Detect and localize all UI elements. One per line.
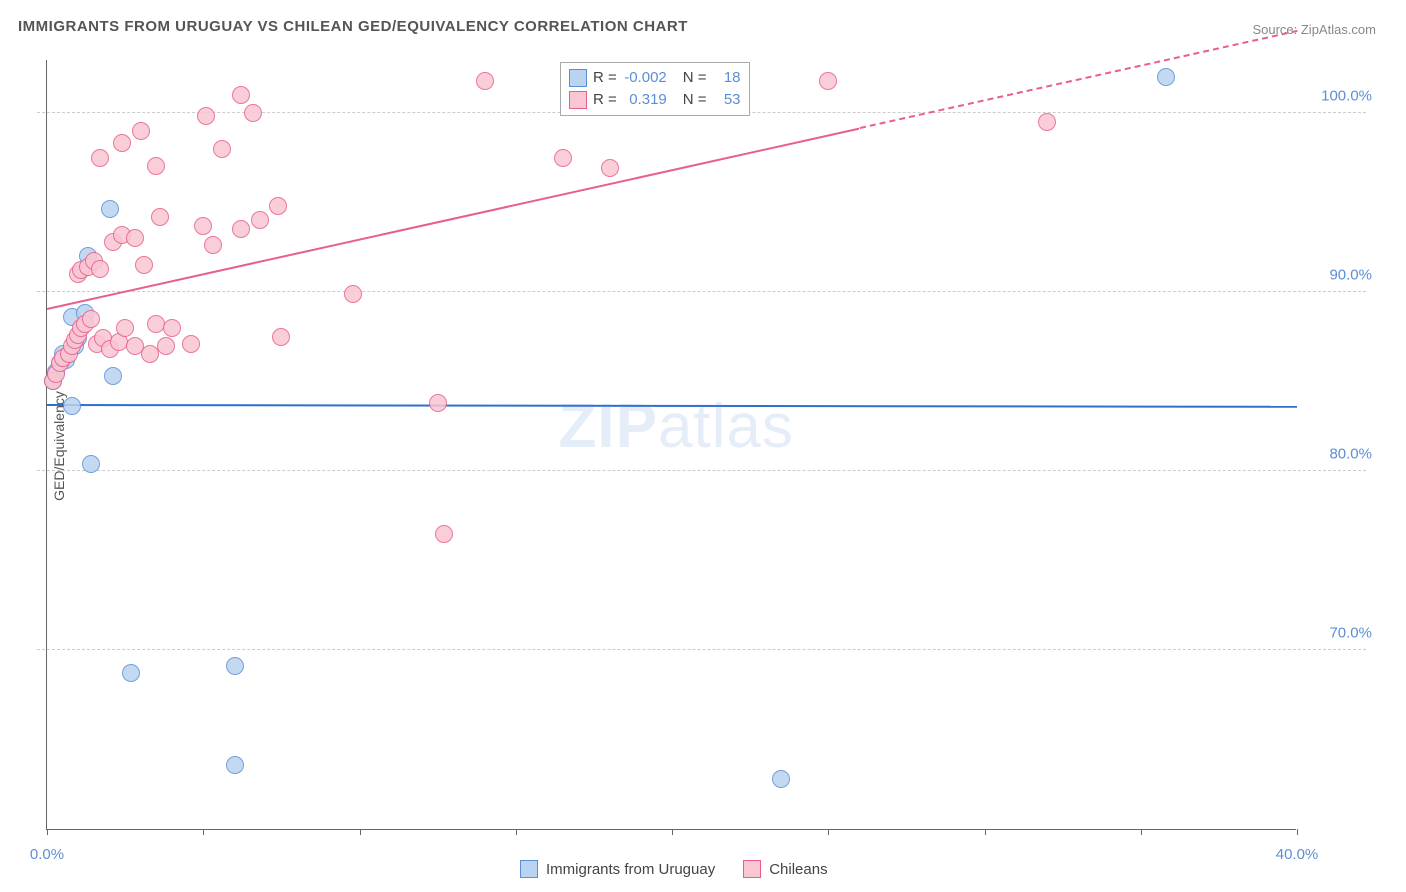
data-point (91, 260, 109, 278)
data-point (104, 367, 122, 385)
gridline-h (37, 649, 1366, 650)
legend-n-key: N = (683, 67, 707, 89)
data-point (194, 217, 212, 235)
legend-r-key: R = (593, 89, 617, 111)
legend-r-key: R = (593, 67, 617, 89)
chart-title: IMMIGRANTS FROM URUGUAY VS CHILEAN GED/E… (18, 18, 688, 35)
legend-row: R = -0.002 N = 18 (569, 67, 741, 89)
x-tick-label: 0.0% (30, 846, 64, 863)
x-tick (516, 829, 517, 835)
data-point (435, 525, 453, 543)
data-point (163, 319, 181, 337)
x-tick (1141, 829, 1142, 835)
x-tick (828, 829, 829, 835)
data-point (226, 756, 244, 774)
legend-series-name: Immigrants from Uruguay (546, 861, 715, 878)
data-point (126, 229, 144, 247)
legend-item: Immigrants from Uruguay (520, 860, 715, 878)
x-tick (672, 829, 673, 835)
source-name: ZipAtlas.com (1301, 22, 1376, 37)
legend-r-value: -0.002 (623, 67, 667, 89)
data-point (1038, 113, 1056, 131)
data-point (91, 149, 109, 167)
data-point (819, 72, 837, 90)
legend-r-value: 0.319 (623, 89, 667, 111)
data-point (213, 140, 231, 158)
data-point (1157, 68, 1175, 86)
data-point (244, 104, 262, 122)
y-tick-label: 70.0% (1312, 624, 1372, 641)
data-point (251, 211, 269, 229)
trend-line (859, 30, 1297, 129)
legend-swatch (569, 69, 587, 87)
data-point (601, 159, 619, 177)
data-point (122, 664, 140, 682)
data-point (204, 236, 222, 254)
data-point (82, 455, 100, 473)
y-tick-label: 80.0% (1312, 445, 1372, 462)
legend-n-value: 18 (713, 67, 741, 89)
data-point (151, 208, 169, 226)
legend-swatch (569, 91, 587, 109)
data-point (147, 157, 165, 175)
x-tick (47, 829, 48, 835)
x-tick (985, 829, 986, 835)
data-point (135, 256, 153, 274)
legend-row: R = 0.319 N = 53 (569, 89, 741, 111)
data-point (429, 394, 447, 412)
data-point (63, 397, 81, 415)
data-point (554, 149, 572, 167)
y-tick-label: 100.0% (1312, 87, 1372, 104)
legend-item: Chileans (743, 860, 827, 878)
data-point (82, 310, 100, 328)
data-point (232, 220, 250, 238)
data-point (272, 328, 290, 346)
data-point (226, 657, 244, 675)
x-tick (203, 829, 204, 835)
data-point (182, 335, 200, 353)
x-tick (360, 829, 361, 835)
legend-series-name: Chileans (769, 861, 827, 878)
correlation-legend: R = -0.002 N = 18 R = 0.319 N = 53 (560, 62, 750, 116)
data-point (772, 770, 790, 788)
legend-swatch (743, 860, 761, 878)
legend-n-value: 53 (713, 89, 741, 111)
data-point (269, 197, 287, 215)
data-point (116, 319, 134, 337)
data-point (132, 122, 150, 140)
data-point (344, 285, 362, 303)
gridline-h (37, 470, 1366, 471)
data-point (101, 200, 119, 218)
gridline-h (37, 291, 1366, 292)
trend-line (47, 127, 860, 309)
series-legend: Immigrants from Uruguay Chileans (520, 860, 828, 878)
plot-area: 70.0%80.0%90.0%100.0%0.0%40.0% (46, 60, 1296, 830)
data-point (197, 107, 215, 125)
data-point (113, 134, 131, 152)
data-point (476, 72, 494, 90)
legend-swatch (520, 860, 538, 878)
y-tick-label: 90.0% (1312, 266, 1372, 283)
trend-line (47, 404, 1297, 408)
data-point (232, 86, 250, 104)
x-tick-label: 40.0% (1276, 846, 1319, 863)
x-tick (1297, 829, 1298, 835)
legend-n-key: N = (683, 89, 707, 111)
data-point (157, 337, 175, 355)
